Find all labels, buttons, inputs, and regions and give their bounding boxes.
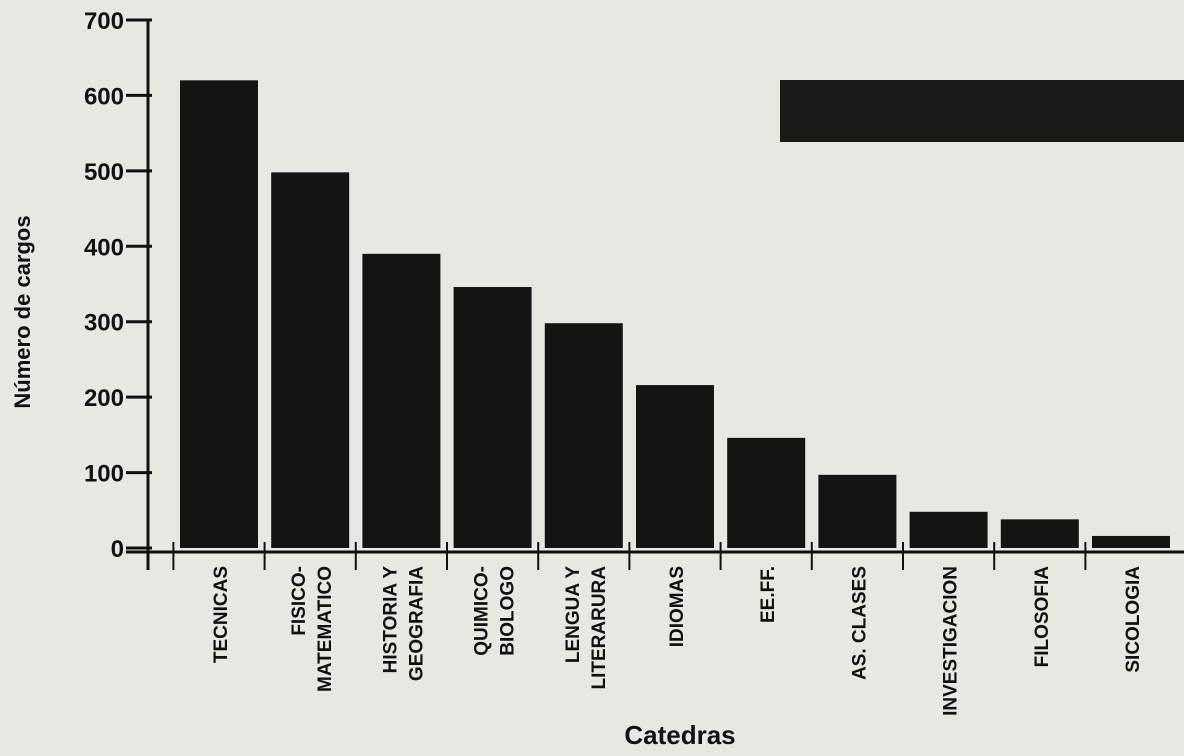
bar (727, 437, 806, 548)
bar (453, 287, 532, 548)
x-tick-label: FISICO- (289, 566, 310, 636)
bar (362, 253, 441, 549)
x-tick-label: EE.FF. (758, 566, 779, 623)
bars-group (180, 80, 1170, 549)
x-tick-label: IDIOMAS (667, 566, 688, 647)
x-tick-label: SICOLOGIA (1123, 566, 1144, 673)
y-tick-label: 200 (84, 385, 124, 412)
y-tick-label: 0 (111, 536, 124, 563)
y-axis: 0 100 200 300 400 500 600 700 (84, 8, 152, 570)
bar (180, 80, 258, 548)
bar (636, 385, 714, 548)
y-tick-label: 100 (84, 461, 124, 488)
x-tick-label: MATEMATICO (315, 566, 336, 692)
x-tick-label: QUIMICO- (472, 566, 493, 656)
x-tick-label: TECNICAS (211, 566, 232, 663)
y-tick-label: 500 (84, 159, 124, 186)
dark-banner-block (780, 80, 1184, 142)
x-tick-label: INVESTIGACION (941, 566, 962, 716)
y-tick-label: 600 (84, 83, 124, 110)
x-tick-label: AS. CLASES (849, 566, 870, 680)
y-tick-label: 400 (84, 234, 124, 261)
x-tick-label: LENGUA Y (563, 566, 584, 663)
x-axis-title: Catedras (624, 720, 735, 750)
x-tick-label: FILOSOFIA (1032, 566, 1053, 668)
category-labels: TECNICAS FISICO- MATEMATICO HISTORIA Y GEOGR… (211, 566, 1144, 716)
x-tick-label: LITERARURA (589, 566, 610, 690)
bar (1092, 535, 1170, 548)
x-tick-label: BIOLOGO (498, 566, 519, 656)
bar (909, 511, 988, 548)
x-tick-label: GEOGRAFIA (406, 566, 427, 681)
y-tick-label: 700 (84, 8, 124, 35)
x-tick-label: HISTORIA Y (380, 566, 401, 674)
y-tick-label: 300 (84, 310, 124, 337)
bar (544, 323, 623, 548)
y-axis-title: Número de cargos (10, 215, 35, 408)
bar (818, 474, 897, 548)
bar (1000, 519, 1079, 548)
x-axis (126, 542, 1184, 570)
bar (271, 172, 350, 548)
